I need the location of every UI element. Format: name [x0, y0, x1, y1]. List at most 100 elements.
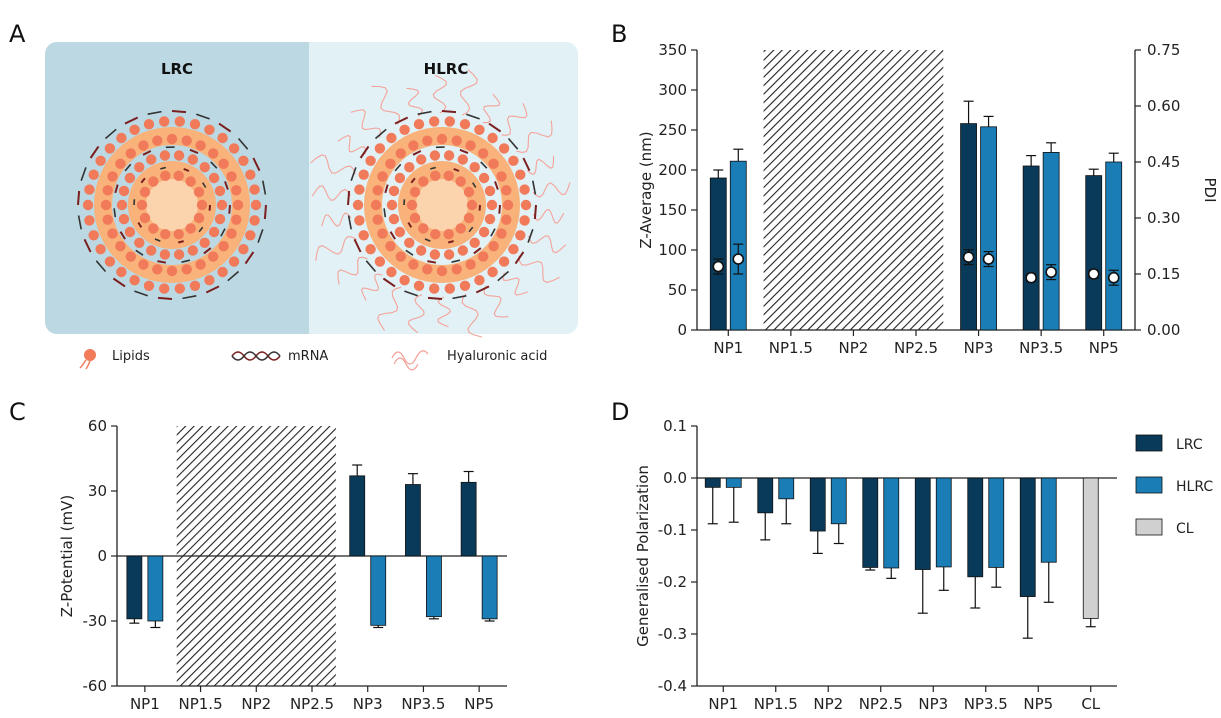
lipid-head: [116, 133, 126, 143]
bar: [863, 478, 878, 567]
lipid-head: [188, 245, 198, 255]
lipid-head: [474, 125, 484, 135]
mrna-segment: [172, 111, 186, 112]
lipid-head: [134, 162, 144, 172]
lipid-head: [418, 176, 428, 186]
lipid-head: [200, 162, 210, 172]
lipid-head: [501, 185, 511, 195]
lipid-head: [396, 148, 406, 158]
panel-b-letter: B: [611, 20, 627, 48]
lipid-head: [353, 200, 363, 210]
bar: [426, 556, 441, 617]
lipid-head: [375, 256, 385, 266]
mrna-segment: [535, 205, 536, 219]
lipid-head: [195, 259, 205, 269]
legend-swatch-lrc: [1136, 435, 1162, 451]
lipid-head: [209, 173, 219, 183]
lipid-head: [488, 241, 498, 251]
lipid-head: [404, 162, 414, 172]
lipid-head: [487, 267, 497, 277]
lipid-head: [371, 200, 381, 210]
lipid-head: [456, 223, 466, 233]
bar: [350, 476, 365, 556]
x-tick-label: NP2: [813, 695, 843, 713]
lipid-head: [152, 136, 162, 146]
lipid-head: [115, 159, 125, 169]
y2-tick-label: 0.30: [1147, 209, 1180, 227]
lipid-head: [174, 150, 184, 160]
lipid-head: [148, 223, 158, 233]
mrna-segment: [428, 298, 442, 299]
lipid-head: [160, 150, 170, 160]
lipid-head: [487, 133, 497, 143]
lipid-head: [103, 185, 113, 195]
lipid-head: [385, 241, 395, 251]
lipid-head: [105, 143, 115, 153]
lrc-title: LRC: [161, 60, 193, 78]
lipid-icon: [80, 349, 96, 369]
lipid-head: [194, 187, 204, 197]
lipid-head: [488, 159, 498, 169]
pdi-point: [1089, 269, 1099, 279]
chart-c-zeta-potential: -60-3003060NP1 NP1.5 NP2 NP2.5 NP3 NP3.5 NP5Z-…: [58, 417, 507, 713]
mrna-segment: [442, 111, 456, 112]
core: [416, 179, 468, 231]
lipid-head: [217, 133, 227, 143]
lipid-head: [515, 170, 525, 180]
lipid-head: [416, 154, 426, 164]
lipid-head: [95, 156, 105, 166]
panel-a-schematic: LRC HLRC Lipids mRNA Hyaluronic acid: [45, 42, 578, 370]
mrna-segment: [448, 241, 454, 242]
y-tick-label: 250: [658, 121, 687, 139]
lipid-head: [410, 187, 420, 197]
lipid-head: [144, 119, 154, 129]
lipid-head: [195, 140, 205, 150]
lipid-head: [174, 229, 184, 239]
lipid-head: [144, 281, 154, 291]
lipid-head: [226, 171, 236, 181]
lipid-head: [395, 173, 405, 183]
lipid-head: [174, 171, 184, 181]
lipid-head: [445, 116, 455, 126]
lipid-head: [465, 259, 475, 269]
lipid-head: [238, 244, 248, 254]
lipid-head: [146, 154, 156, 164]
lipid-head: [182, 264, 192, 274]
lipid-head: [229, 256, 239, 266]
lipid-head: [416, 245, 426, 255]
lipid-head: [89, 230, 99, 240]
lipid-head: [414, 281, 424, 291]
lipid-head: [208, 148, 218, 158]
bar: [726, 478, 741, 487]
x-tick-label: NP3.5: [964, 695, 1008, 713]
pdi-point: [984, 254, 994, 264]
lipid-head: [407, 200, 417, 210]
x-tick-label: NP3: [964, 339, 994, 357]
lipid-head: [129, 275, 139, 285]
lipid-head: [190, 119, 200, 129]
lipid-head: [464, 187, 474, 197]
lipid-head: [105, 256, 115, 266]
lipid-head: [186, 223, 196, 233]
lipid-head: [365, 244, 375, 254]
y2-tick-label: 0.00: [1147, 321, 1180, 339]
lipid-head: [146, 245, 156, 255]
lipid-head: [519, 215, 529, 225]
lipid-head: [245, 170, 255, 180]
lipid-head: [101, 200, 111, 210]
panel-c-letter: C: [9, 398, 26, 426]
lipid-head: [399, 275, 409, 285]
y-tick-label: -0.4: [658, 677, 687, 695]
y-tick-label: 0.1: [663, 417, 687, 435]
lipid-head: [464, 213, 474, 223]
y-tick-label: 300: [658, 81, 687, 99]
lipid-head: [456, 176, 466, 186]
lipid-head: [452, 264, 462, 274]
lipid-head: [217, 267, 227, 277]
mrna-segment: [229, 205, 230, 214]
lipid-head: [354, 215, 364, 225]
lipid-head: [479, 227, 489, 237]
legend-swatch-cl: [1136, 519, 1162, 535]
lipid-head: [444, 229, 454, 239]
bar: [831, 478, 846, 524]
